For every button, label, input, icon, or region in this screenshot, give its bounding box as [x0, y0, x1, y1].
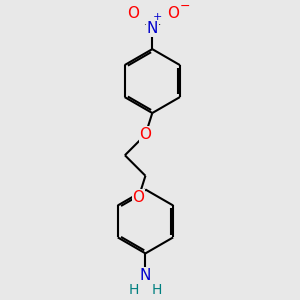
Text: H: H [152, 283, 162, 297]
Text: +: + [153, 12, 162, 22]
Text: H: H [129, 283, 139, 297]
Text: N: N [147, 21, 158, 36]
Text: O: O [167, 6, 179, 21]
Text: N: N [140, 268, 151, 283]
Text: O: O [140, 127, 152, 142]
Text: O: O [133, 190, 145, 205]
Text: O: O [128, 6, 140, 21]
Text: −: − [180, 0, 190, 14]
